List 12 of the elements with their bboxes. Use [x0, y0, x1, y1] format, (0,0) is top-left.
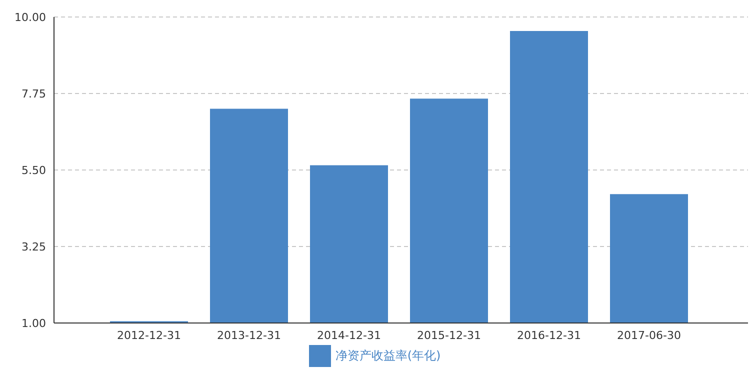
y-tick-label: 1.00	[22, 316, 46, 330]
legend-label: 净资产收益率(年化)	[335, 348, 441, 362]
y-tick-label: 7.75	[22, 87, 46, 100]
x-tick-label: 2016-12-31	[517, 328, 581, 342]
x-tick-label: 2015-12-31	[417, 328, 481, 342]
x-tick-label: 2013-12-31	[217, 328, 281, 342]
y-tick-label: 5.50	[22, 164, 46, 177]
x-tick-label: 2012-12-31	[117, 328, 181, 342]
x-tick-label: 2014-12-31	[317, 328, 381, 342]
x-tick-label: 2017-06-30	[617, 328, 681, 342]
y-tick-label: 3.25	[22, 240, 46, 254]
y-tick-label: 10.00	[14, 10, 46, 24]
